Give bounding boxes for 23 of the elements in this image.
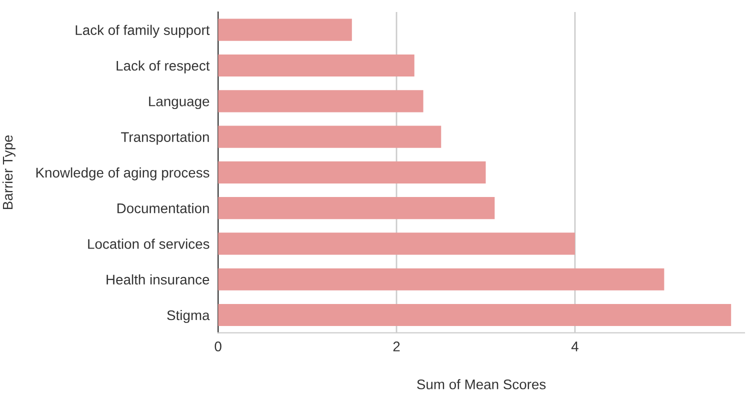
bar bbox=[218, 54, 414, 77]
y-tick-label: Lack of family support bbox=[76, 24, 210, 38]
x-tick-label: 2 bbox=[393, 342, 400, 352]
y-tick-label: Health insurance bbox=[106, 274, 210, 285]
y-tick-label: Transportation bbox=[121, 132, 209, 145]
y-tick-label: Stigma bbox=[167, 310, 210, 323]
bar bbox=[218, 126, 442, 148]
x-tick-label: 4 bbox=[571, 342, 578, 352]
bar bbox=[218, 304, 732, 326]
bar bbox=[218, 18, 352, 41]
bar bbox=[218, 90, 424, 112]
y-axis-title: Barrier Type bbox=[2, 135, 16, 209]
x-tick-label: 0 bbox=[214, 342, 222, 352]
y-tick-label: Language bbox=[149, 96, 210, 110]
y-tick-label: Lack of respect bbox=[116, 60, 210, 74]
y-tick-label: Documentation bbox=[117, 203, 209, 214]
bar bbox=[218, 232, 575, 255]
bar bbox=[218, 161, 486, 184]
y-tick-label: Location of services bbox=[88, 238, 210, 249]
x-axis-title: Sum of Mean Scores bbox=[417, 379, 546, 390]
y-tick-label: Knowledge of aging process bbox=[36, 167, 210, 180]
bar bbox=[218, 197, 495, 220]
bar bbox=[218, 268, 664, 290]
